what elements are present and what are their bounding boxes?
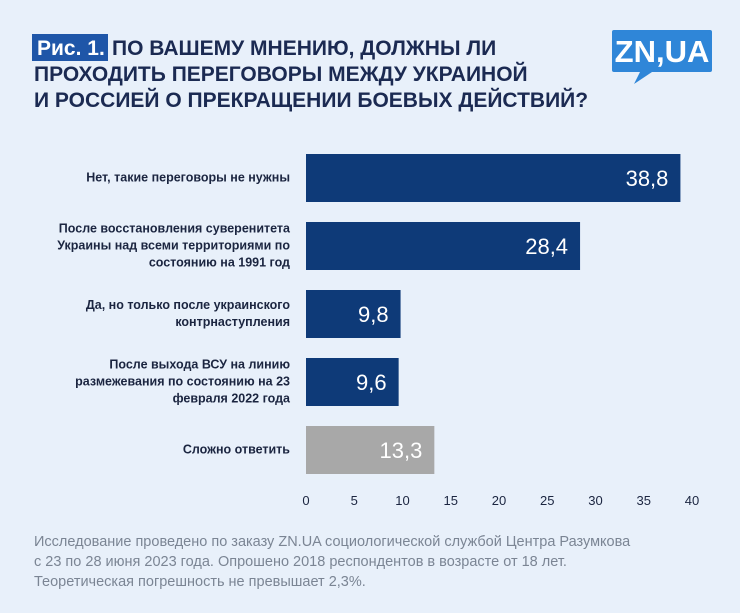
- bar: [306, 358, 399, 406]
- x-tick-label: 5: [351, 493, 358, 508]
- bar: [306, 290, 401, 338]
- bar: [306, 154, 681, 202]
- value-label: 28,4: [525, 234, 568, 259]
- x-tick-label: 40: [685, 493, 699, 508]
- category-label: После выхода ВСУ на линию размежевания п…: [75, 357, 290, 406]
- logo-box: [612, 30, 712, 72]
- category-label: После восстановления суверенитета Украин…: [57, 221, 290, 270]
- bar: [306, 222, 581, 270]
- chart-title: ПРОХОДИТЬ ПЕРЕГОВОРЫ МЕЖДУ УКРАИНОЙ: [34, 62, 528, 86]
- category-label: Да, но только после украинского контрнас…: [85, 298, 290, 329]
- figure-label: Рис. 1.: [37, 37, 105, 60]
- chart-title: И РОССИЕЙ О ПРЕКРАЩЕНИИ БОЕВЫХ ДЕЙСТВИЙ?: [34, 88, 588, 112]
- category-label: Нет, такие переговоры не нужны: [86, 170, 290, 185]
- footnote: с 23 по 28 июня 2023 года. Опрошено 2018…: [34, 554, 567, 570]
- value-label: 38,8: [626, 166, 669, 191]
- figure-label-box: [32, 34, 108, 61]
- x-tick-label: 0: [302, 493, 309, 508]
- x-tick-label: 15: [444, 493, 458, 508]
- x-tick-label: 10: [395, 493, 409, 508]
- footnote: Теоретическая погрешность не превышает 2…: [34, 574, 366, 590]
- x-tick-label: 25: [540, 493, 554, 508]
- x-tick-label: 30: [588, 493, 602, 508]
- value-label: 9,6: [356, 370, 387, 395]
- footnote: Исследование проведено по заказу ZN.UA с…: [34, 534, 631, 550]
- logo-tail: [634, 72, 652, 84]
- category-label: Сложно ответить: [182, 442, 290, 457]
- bar: [306, 426, 435, 474]
- x-tick-label: 20: [492, 493, 506, 508]
- logo: ZN,UA: [615, 34, 710, 69]
- x-tick-label: 35: [637, 493, 651, 508]
- chart-title: ПО ВАШЕМУ МНЕНИЮ, ДОЛЖНЫ ЛИ: [112, 37, 496, 60]
- value-label: 9,8: [358, 302, 389, 327]
- value-label: 13,3: [380, 438, 423, 463]
